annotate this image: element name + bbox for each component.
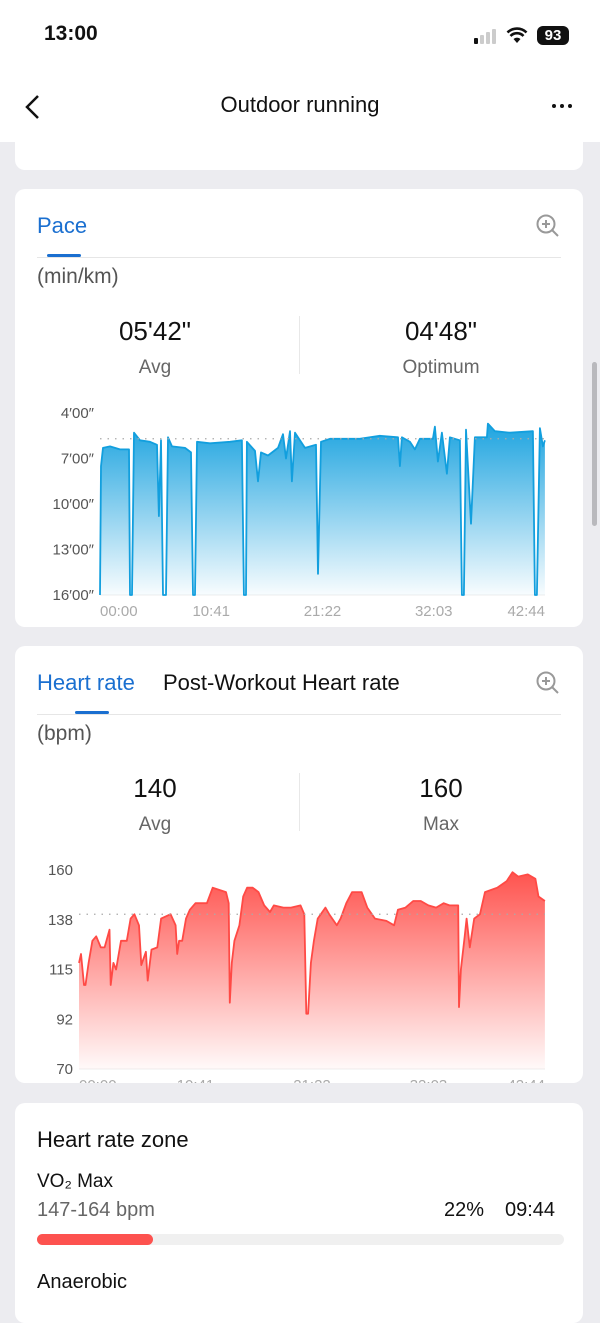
series-line xyxy=(99,422,546,596)
y-tick-label: 4′00″ xyxy=(61,405,95,422)
pace-optimum-label: Optimum xyxy=(402,357,480,378)
tab-underline xyxy=(47,254,81,257)
y-tick-label: 138 xyxy=(48,912,73,929)
x-tick-label: 10:41 xyxy=(177,1077,215,1083)
heart-max-value: 160 xyxy=(419,773,463,803)
zone-range: 147-164 bpm xyxy=(37,1199,155,1221)
x-tick-label: 21:22 xyxy=(304,603,342,620)
pace-optimum: 04'48" Optimum xyxy=(326,316,556,379)
pace-optimum-value: 04'48" xyxy=(404,316,478,346)
x-tick-label: 00:00 xyxy=(100,603,138,620)
heart-rate-chart: 160 138 115 92 70 00:00 10:41 21:22 32:03 42:44 xyxy=(48,862,546,1083)
battery-level: 93 xyxy=(544,27,562,44)
tab-post-workout-heart-rate[interactable]: Post-Workout Heart rate xyxy=(163,670,400,695)
heart-max-label: Max xyxy=(423,814,459,835)
y-tick-label: 70 xyxy=(56,1061,73,1078)
tab-pace[interactable]: Pace xyxy=(37,213,88,238)
page-title: Outdoor running xyxy=(220,92,380,117)
status-bar: 13:00 93 xyxy=(0,0,600,70)
x-tick-label: 42:44 xyxy=(507,603,545,620)
zoom-in-icon[interactable] xyxy=(535,213,561,239)
x-tick-label: 10:41 xyxy=(192,603,230,620)
x-tick-label: 32:03 xyxy=(415,603,453,620)
heart-unit: (bpm) xyxy=(37,722,92,745)
back-icon[interactable] xyxy=(24,94,42,120)
heart-max: 160 Max xyxy=(326,773,556,836)
tab-heart-rate[interactable]: Heart rate xyxy=(37,670,135,695)
pace-unit: (min/km) xyxy=(37,265,119,288)
area-fill xyxy=(100,423,545,595)
y-tick-label: 92 xyxy=(56,1011,73,1028)
divider xyxy=(37,714,561,715)
signal-icon xyxy=(474,28,498,44)
heart-avg: 140 Avg xyxy=(40,773,270,836)
zone-progress-bar xyxy=(37,1234,564,1245)
stat-divider xyxy=(299,773,300,831)
pace-avg-label: Avg xyxy=(138,357,172,378)
x-tick-label: 32:03 xyxy=(410,1077,448,1083)
y-tick-label: 13′00″ xyxy=(53,542,95,559)
zone-name: VO₂ Max xyxy=(37,1171,113,1192)
series-line xyxy=(78,871,546,1015)
x-tick-label: 21:22 xyxy=(293,1077,331,1083)
heart-rate-card: Heart rate Post-Workout Heart rate (bpm)… xyxy=(15,646,583,1083)
zone-title: Heart rate zone xyxy=(37,1127,189,1152)
previous-card xyxy=(15,130,583,170)
heart-avg-value: 140 xyxy=(133,773,177,803)
more-options-icon[interactable] xyxy=(550,104,578,110)
zone-duration: 09:44 xyxy=(505,1199,556,1221)
wifi-icon xyxy=(506,27,528,43)
x-tick-label: 00:00 xyxy=(79,1077,117,1083)
zone-name: Anaerobic xyxy=(37,1271,128,1293)
y-tick-label: 115 xyxy=(49,962,73,979)
y-tick-label: 16′00″ xyxy=(53,587,95,604)
scrollbar[interactable] xyxy=(592,362,597,526)
status-time: 13:00 xyxy=(44,22,98,45)
zone-percent: 22% xyxy=(444,1199,485,1221)
x-tick-label: 42:44 xyxy=(507,1077,545,1083)
y-tick-label: 10′00″ xyxy=(53,496,95,513)
heart-rate-zone-card: Heart rate zone VO₂ Max 147-164 bpm 22% … xyxy=(15,1103,583,1323)
pace-chart: 4′00″ 7′00″ 10′00″ 13′00″ 16′00″ 00:00 10:41 21… xyxy=(53,405,546,620)
pace-avg: 05'42" Avg xyxy=(40,316,270,379)
y-tick-label: 7′00″ xyxy=(61,451,95,468)
heart-avg-label: Avg xyxy=(138,814,172,835)
pace-card: Pace (min/km) 05'42" Avg 04'48" Optimum 4′… xyxy=(15,189,583,627)
tab-underline xyxy=(75,711,109,714)
area-fill xyxy=(79,872,545,1069)
zone-progress-fill xyxy=(37,1234,153,1245)
pace-avg-value: 05'42" xyxy=(118,316,192,346)
y-tick-label: 160 xyxy=(48,862,73,879)
divider xyxy=(37,257,561,258)
battery-icon: 93 xyxy=(537,26,569,45)
stat-divider xyxy=(299,316,300,374)
zoom-in-icon[interactable] xyxy=(535,670,561,696)
